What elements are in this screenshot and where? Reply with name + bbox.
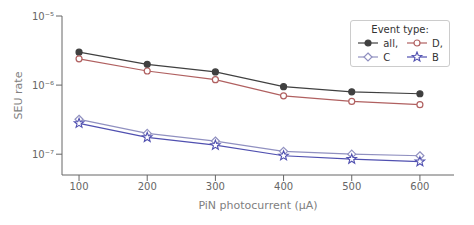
html-text:Event type:: Event type: <box>371 24 429 35</box>
svg-text:300: 300 <box>206 181 225 192</box>
svg-text:200: 200 <box>138 181 157 192</box>
svg-text:SEU rate: SEU rate <box>12 71 25 119</box>
svg-text:500: 500 <box>342 181 361 192</box>
svg-text:400: 400 <box>274 181 293 192</box>
svg-text:10⁻⁶: 10⁻⁶ <box>32 80 54 91</box>
svg-text:100: 100 <box>69 181 88 192</box>
html-text:D,: D, <box>432 37 443 49</box>
svg-text:PiN photocurrent (μA): PiN photocurrent (μA) <box>198 199 317 212</box>
svg-text:10⁻⁵: 10⁻⁵ <box>32 11 54 22</box>
html-text:all,: all, <box>383 37 399 49</box>
svg-text:600: 600 <box>410 181 429 192</box>
svg-text:10⁻⁷: 10⁻⁷ <box>32 149 54 160</box>
html-text:B: B <box>432 51 439 63</box>
html-text:C: C <box>383 51 391 63</box>
